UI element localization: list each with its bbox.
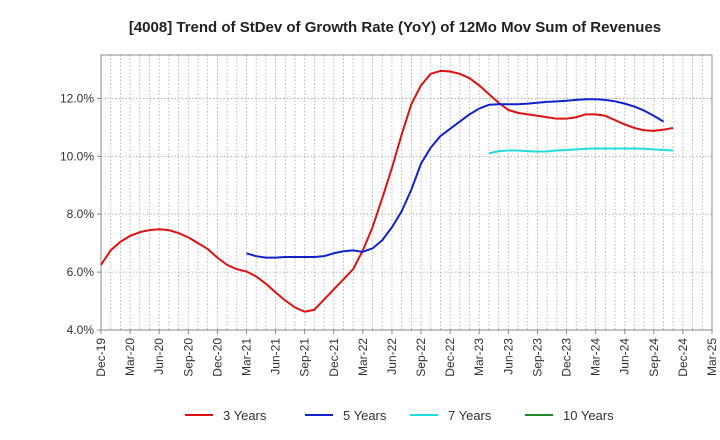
x-tick-label: Dec-22 xyxy=(443,338,457,377)
x-tick-label: Mar-21 xyxy=(239,338,253,376)
x-tick-label: Mar-23 xyxy=(472,338,486,376)
legend-label-5-years: 5 Years xyxy=(343,408,387,423)
plot-area-frame xyxy=(100,54,713,331)
x-tick-label: Mar-24 xyxy=(589,338,603,376)
y-tick-label: 10.0% xyxy=(60,149,94,163)
x-tick-label: Mar-20 xyxy=(123,338,137,376)
series-line-5-years xyxy=(246,98,665,259)
x-tick-label: Dec-19 xyxy=(94,338,108,377)
series-line-3-years xyxy=(100,69,674,313)
legend-label-3-years: 3 Years xyxy=(223,408,267,423)
legend-label-7-years: 7 Years xyxy=(448,408,492,423)
y-tick-label: 12.0% xyxy=(60,91,94,105)
x-tick-label: Mar-22 xyxy=(356,338,370,376)
legend: 3 Years 5 Years 7 Years 10 Years xyxy=(185,408,614,423)
x-tick-label: Dec-24 xyxy=(676,338,690,377)
legend-label-10-years: 10 Years xyxy=(563,408,614,423)
x-tick-label: Sep-22 xyxy=(414,338,428,377)
series-lines xyxy=(100,69,674,313)
x-tick-label: Jun-23 xyxy=(501,338,515,375)
x-tick-label: Sep-24 xyxy=(647,338,661,377)
x-tick-label: Jun-22 xyxy=(385,338,399,375)
x-tick-label: Dec-23 xyxy=(560,338,574,377)
x-tick-label: Mar-25 xyxy=(705,338,719,376)
y-axis-ticks: 4.0% 6.0% 8.0% 10.0% 12.0% xyxy=(60,91,101,337)
x-axis-ticks: Dec-19 Mar-20 Jun-20 Sep-20 Dec-20 Mar-21 Jun-… xyxy=(94,330,719,377)
x-tick-label: Sep-21 xyxy=(298,338,312,377)
series-line-7-years xyxy=(488,147,674,155)
x-tick-label: Jun-24 xyxy=(618,338,632,375)
y-tick-label: 6.0% xyxy=(67,265,95,279)
x-tick-label: Dec-21 xyxy=(327,338,341,377)
y-tick-label: 8.0% xyxy=(67,207,95,221)
x-tick-label: Jun-20 xyxy=(152,338,166,375)
chart-title: [4008] Trend of StDev of Growth Rate (Yo… xyxy=(129,19,661,36)
x-tick-label: Jun-21 xyxy=(269,338,283,375)
x-tick-label: Sep-23 xyxy=(530,338,544,377)
grid xyxy=(101,55,712,331)
y-tick-label: 4.0% xyxy=(67,323,95,337)
x-tick-label: Dec-20 xyxy=(210,338,224,377)
x-tick-label: Sep-20 xyxy=(181,338,195,377)
